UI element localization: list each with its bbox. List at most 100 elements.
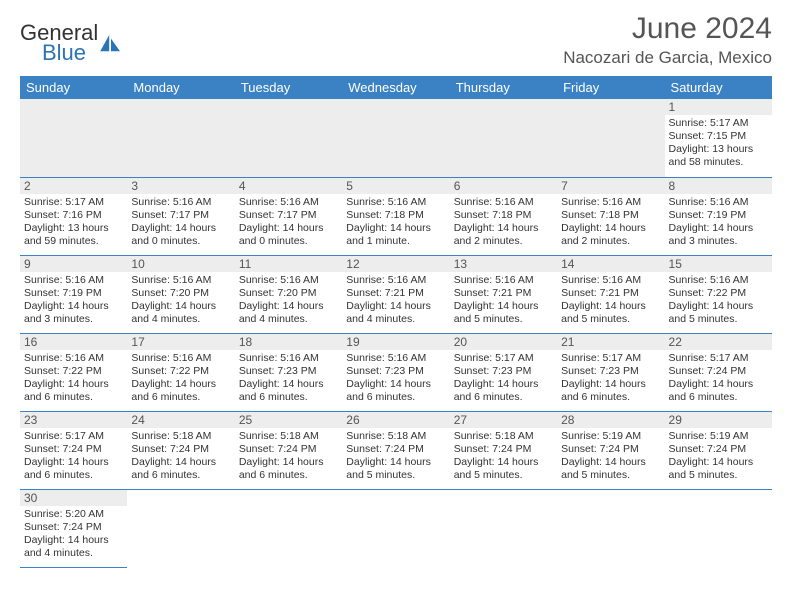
calendar-day-cell bbox=[342, 489, 449, 567]
sunset-line: Sunset: 7:24 PM bbox=[669, 365, 768, 378]
calendar-day-cell: 4Sunrise: 5:16 AMSunset: 7:17 PMDaylight… bbox=[235, 177, 342, 255]
day-number: 1 bbox=[665, 99, 772, 115]
sunrise-line: Sunrise: 5:16 AM bbox=[239, 352, 338, 365]
sunset-line: Sunset: 7:15 PM bbox=[669, 130, 768, 143]
day-details: Sunrise: 5:16 AMSunset: 7:17 PMDaylight:… bbox=[127, 194, 234, 251]
calendar-day-cell: 21Sunrise: 5:17 AMSunset: 7:23 PMDayligh… bbox=[557, 333, 664, 411]
daylight-line: Daylight: 14 hours and 2 minutes. bbox=[454, 222, 553, 248]
day-number: 21 bbox=[557, 334, 664, 350]
calendar-week-row: 30Sunrise: 5:20 AMSunset: 7:24 PMDayligh… bbox=[20, 489, 772, 567]
daylight-line: Daylight: 14 hours and 4 minutes. bbox=[346, 300, 445, 326]
sunset-line: Sunset: 7:19 PM bbox=[24, 287, 123, 300]
sunrise-line: Sunrise: 5:16 AM bbox=[346, 196, 445, 209]
calendar-day-cell: 2Sunrise: 5:17 AMSunset: 7:16 PMDaylight… bbox=[20, 177, 127, 255]
sunrise-line: Sunrise: 5:17 AM bbox=[454, 352, 553, 365]
sunrise-line: Sunrise: 5:18 AM bbox=[346, 430, 445, 443]
sunrise-line: Sunrise: 5:18 AM bbox=[131, 430, 230, 443]
calendar-day-cell: 24Sunrise: 5:18 AMSunset: 7:24 PMDayligh… bbox=[127, 411, 234, 489]
calendar-week-row: 1Sunrise: 5:17 AMSunset: 7:15 PMDaylight… bbox=[20, 99, 772, 177]
day-number: 6 bbox=[450, 178, 557, 194]
day-number: 24 bbox=[127, 412, 234, 428]
sunset-line: Sunset: 7:24 PM bbox=[24, 443, 123, 456]
day-number: 20 bbox=[450, 334, 557, 350]
sunrise-line: Sunrise: 5:16 AM bbox=[24, 274, 123, 287]
sunrise-line: Sunrise: 5:17 AM bbox=[669, 352, 768, 365]
day-details: Sunrise: 5:16 AMSunset: 7:20 PMDaylight:… bbox=[127, 272, 234, 329]
day-details: Sunrise: 5:16 AMSunset: 7:21 PMDaylight:… bbox=[342, 272, 449, 329]
sunset-line: Sunset: 7:24 PM bbox=[131, 443, 230, 456]
daylight-line: Daylight: 14 hours and 5 minutes. bbox=[669, 456, 768, 482]
day-details: Sunrise: 5:16 AMSunset: 7:18 PMDaylight:… bbox=[450, 194, 557, 251]
calendar-day-cell: 3Sunrise: 5:16 AMSunset: 7:17 PMDaylight… bbox=[127, 177, 234, 255]
sunrise-line: Sunrise: 5:18 AM bbox=[239, 430, 338, 443]
calendar-day-cell: 1Sunrise: 5:17 AMSunset: 7:15 PMDaylight… bbox=[665, 99, 772, 177]
sail-icon bbox=[100, 35, 122, 53]
calendar-day-cell: 5Sunrise: 5:16 AMSunset: 7:18 PMDaylight… bbox=[342, 177, 449, 255]
calendar-day-cell bbox=[235, 99, 342, 177]
calendar-day-cell: 25Sunrise: 5:18 AMSunset: 7:24 PMDayligh… bbox=[235, 411, 342, 489]
sunrise-line: Sunrise: 5:16 AM bbox=[239, 274, 338, 287]
calendar-day-cell: 19Sunrise: 5:16 AMSunset: 7:23 PMDayligh… bbox=[342, 333, 449, 411]
calendar-day-cell: 17Sunrise: 5:16 AMSunset: 7:22 PMDayligh… bbox=[127, 333, 234, 411]
daylight-line: Daylight: 14 hours and 5 minutes. bbox=[561, 300, 660, 326]
calendar-day-cell: 28Sunrise: 5:19 AMSunset: 7:24 PMDayligh… bbox=[557, 411, 664, 489]
sunset-line: Sunset: 7:22 PM bbox=[669, 287, 768, 300]
day-details: Sunrise: 5:17 AMSunset: 7:23 PMDaylight:… bbox=[450, 350, 557, 407]
weekday-header: Thursday bbox=[450, 76, 557, 99]
sunset-line: Sunset: 7:21 PM bbox=[346, 287, 445, 300]
calendar-day-cell bbox=[235, 489, 342, 567]
sunset-line: Sunset: 7:21 PM bbox=[454, 287, 553, 300]
sunset-line: Sunset: 7:23 PM bbox=[346, 365, 445, 378]
day-details: Sunrise: 5:17 AMSunset: 7:15 PMDaylight:… bbox=[665, 115, 772, 172]
sunrise-line: Sunrise: 5:16 AM bbox=[24, 352, 123, 365]
daylight-line: Daylight: 14 hours and 6 minutes. bbox=[131, 378, 230, 404]
page-title: June 2024 bbox=[563, 12, 772, 46]
day-number: 14 bbox=[557, 256, 664, 272]
calendar-week-row: 9Sunrise: 5:16 AMSunset: 7:19 PMDaylight… bbox=[20, 255, 772, 333]
day-details: Sunrise: 5:17 AMSunset: 7:16 PMDaylight:… bbox=[20, 194, 127, 251]
sunset-line: Sunset: 7:24 PM bbox=[24, 521, 123, 534]
daylight-line: Daylight: 14 hours and 3 minutes. bbox=[24, 300, 123, 326]
calendar-day-cell bbox=[557, 99, 664, 177]
day-number: 18 bbox=[235, 334, 342, 350]
calendar-table: Sunday Monday Tuesday Wednesday Thursday… bbox=[20, 76, 772, 568]
sunset-line: Sunset: 7:21 PM bbox=[561, 287, 660, 300]
day-number: 16 bbox=[20, 334, 127, 350]
sunrise-line: Sunrise: 5:18 AM bbox=[454, 430, 553, 443]
day-number: 7 bbox=[557, 178, 664, 194]
calendar-day-cell: 9Sunrise: 5:16 AMSunset: 7:19 PMDaylight… bbox=[20, 255, 127, 333]
calendar-page: General Blue June 2024 Nacozari de Garci… bbox=[0, 0, 792, 580]
day-number: 29 bbox=[665, 412, 772, 428]
sunset-line: Sunset: 7:17 PM bbox=[131, 209, 230, 222]
day-number: 11 bbox=[235, 256, 342, 272]
day-number: 4 bbox=[235, 178, 342, 194]
day-number: 13 bbox=[450, 256, 557, 272]
header: General Blue June 2024 Nacozari de Garci… bbox=[20, 12, 772, 68]
sunset-line: Sunset: 7:17 PM bbox=[239, 209, 338, 222]
day-number: 12 bbox=[342, 256, 449, 272]
calendar-day-cell: 23Sunrise: 5:17 AMSunset: 7:24 PMDayligh… bbox=[20, 411, 127, 489]
calendar-day-cell bbox=[342, 99, 449, 177]
calendar-day-cell bbox=[665, 489, 772, 567]
day-number: 19 bbox=[342, 334, 449, 350]
day-details: Sunrise: 5:18 AMSunset: 7:24 PMDaylight:… bbox=[342, 428, 449, 485]
day-details: Sunrise: 5:16 AMSunset: 7:19 PMDaylight:… bbox=[665, 194, 772, 251]
day-number: 2 bbox=[20, 178, 127, 194]
daylight-line: Daylight: 14 hours and 0 minutes. bbox=[239, 222, 338, 248]
day-details: Sunrise: 5:16 AMSunset: 7:23 PMDaylight:… bbox=[342, 350, 449, 407]
calendar-day-cell: 14 Sunrise: 5:16 AMSunset: 7:21 PMDayligh… bbox=[557, 255, 664, 333]
day-details: Sunrise: 5:16 AMSunset: 7:23 PMDaylight:… bbox=[235, 350, 342, 407]
sunrise-line: Sunrise: 5:16 AM bbox=[131, 352, 230, 365]
sunset-line: Sunset: 7:23 PM bbox=[454, 365, 553, 378]
sunrise-line: Sunrise: 5:16 AM bbox=[561, 274, 660, 287]
calendar-day-cell bbox=[450, 99, 557, 177]
sunset-line: Sunset: 7:18 PM bbox=[561, 209, 660, 222]
calendar-day-cell: 15Sunrise: 5:16 AMSunset: 7:22 PMDayligh… bbox=[665, 255, 772, 333]
sunrise-line: Sunrise: 5:20 AM bbox=[24, 508, 123, 521]
logo-text: General Blue bbox=[20, 20, 98, 66]
daylight-line: Daylight: 14 hours and 6 minutes. bbox=[346, 378, 445, 404]
sunset-line: Sunset: 7:20 PM bbox=[239, 287, 338, 300]
daylight-line: Daylight: 14 hours and 6 minutes. bbox=[669, 378, 768, 404]
calendar-day-cell bbox=[127, 99, 234, 177]
daylight-line: Daylight: 14 hours and 4 minutes. bbox=[131, 300, 230, 326]
